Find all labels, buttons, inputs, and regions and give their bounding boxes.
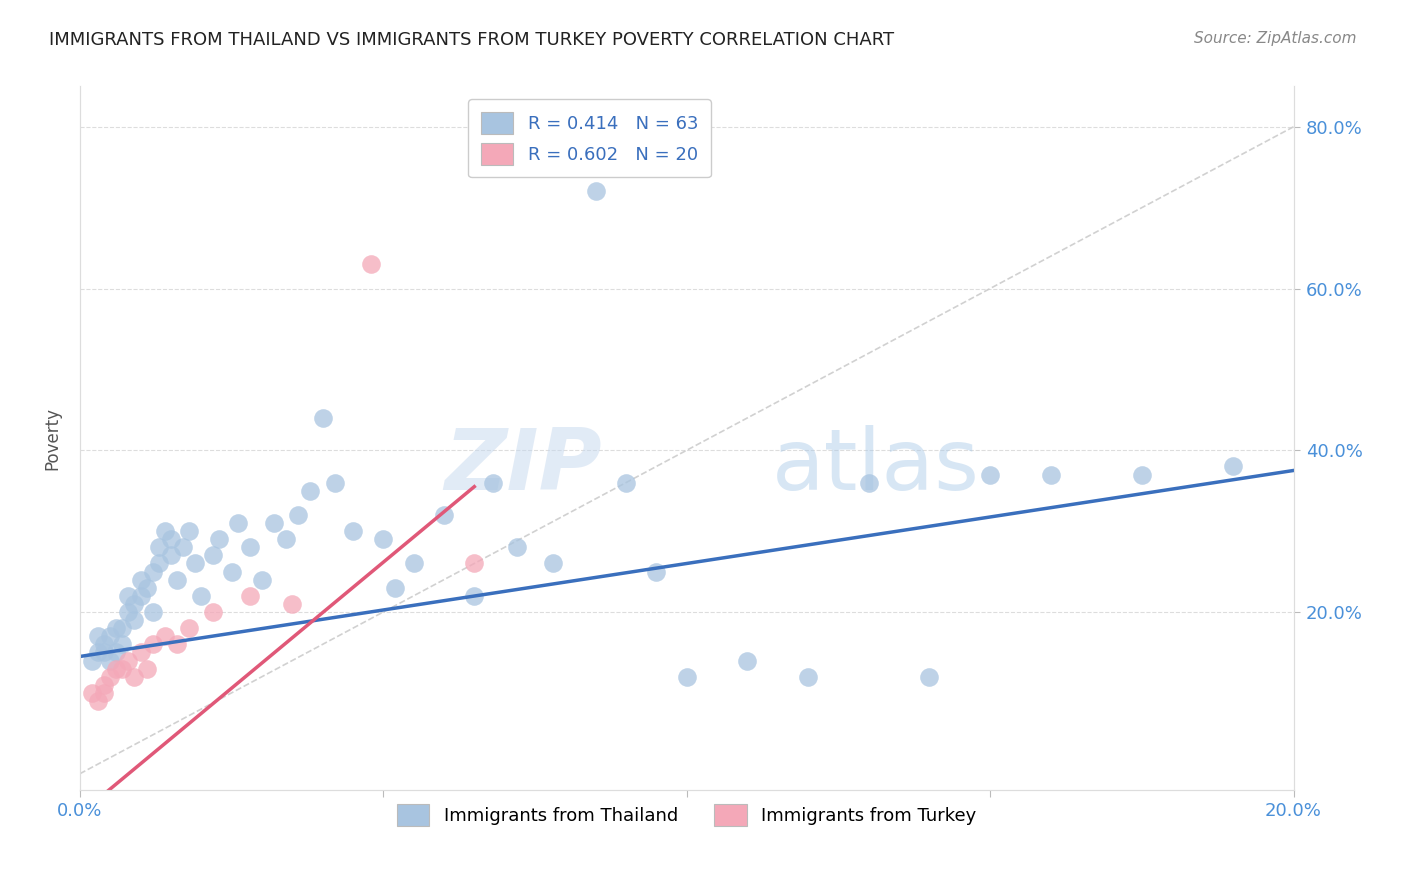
Point [858, 475, 880, 490]
Point [276, 533, 298, 547]
Point [184, 557, 207, 571]
Point [153, 524, 176, 538]
Point [135, 581, 157, 595]
Legend: Immigrants from Thailand, Immigrants from Turkey: Immigrants from Thailand, Immigrants fro… [389, 797, 984, 834]
Point [129, 589, 152, 603]
Point [117, 589, 139, 603]
Point [98, 653, 121, 667]
Point [93, 678, 115, 692]
Point [93, 637, 115, 651]
Point [541, 557, 564, 571]
Point [585, 185, 607, 199]
Point [142, 605, 165, 619]
Point [153, 629, 176, 643]
Point [129, 645, 152, 659]
Point [80, 653, 103, 667]
Point [98, 629, 121, 643]
Point [105, 645, 128, 659]
Point [87, 645, 110, 659]
Point [124, 597, 146, 611]
Point [93, 645, 115, 659]
Point [98, 670, 121, 684]
Point [111, 662, 134, 676]
Point [142, 637, 165, 651]
Point [239, 589, 262, 603]
Point [433, 508, 456, 522]
Point [323, 475, 346, 490]
Point [124, 613, 146, 627]
Point [226, 516, 249, 530]
Point [160, 533, 183, 547]
Point [117, 605, 139, 619]
Text: atlas: atlas [772, 425, 980, 508]
Point [124, 670, 146, 684]
Point [148, 557, 170, 571]
Y-axis label: Poverty: Poverty [44, 407, 60, 469]
Point [117, 653, 139, 667]
Point [360, 257, 382, 271]
Point [148, 541, 170, 555]
Point [797, 670, 820, 684]
Point [93, 686, 115, 700]
Point [1039, 467, 1062, 482]
Point [979, 467, 1001, 482]
Point [737, 653, 759, 667]
Point [135, 662, 157, 676]
Point [506, 541, 529, 555]
Text: IMMIGRANTS FROM THAILAND VS IMMIGRANTS FROM TURKEY POVERTY CORRELATION CHART: IMMIGRANTS FROM THAILAND VS IMMIGRANTS F… [49, 31, 894, 49]
Point [166, 573, 188, 587]
Point [481, 475, 503, 490]
Point [463, 589, 485, 603]
Text: Source: ZipAtlas.com: Source: ZipAtlas.com [1194, 31, 1357, 46]
Point [221, 565, 243, 579]
Point [675, 670, 697, 684]
Point [250, 573, 273, 587]
Point [311, 411, 333, 425]
Point [281, 597, 304, 611]
Point [142, 565, 165, 579]
Point [1222, 459, 1244, 474]
Point [384, 581, 406, 595]
Point [111, 637, 134, 651]
Point [166, 637, 188, 651]
Point [463, 557, 485, 571]
Point [105, 662, 128, 676]
Point [80, 686, 103, 700]
Point [263, 516, 285, 530]
Point [239, 541, 262, 555]
Text: ZIP: ZIP [444, 425, 602, 508]
Point [918, 670, 941, 684]
Point [105, 621, 128, 635]
Point [172, 541, 194, 555]
Point [299, 483, 322, 498]
Point [614, 475, 637, 490]
Point [373, 533, 395, 547]
Point [177, 621, 200, 635]
Point [202, 605, 225, 619]
Point [160, 549, 183, 563]
Point [208, 533, 231, 547]
Point [202, 549, 225, 563]
Point [645, 565, 668, 579]
Point [402, 557, 425, 571]
Point [1130, 467, 1153, 482]
Point [190, 589, 212, 603]
Point [129, 573, 152, 587]
Point [177, 524, 200, 538]
Point [287, 508, 309, 522]
Point [342, 524, 364, 538]
Point [87, 629, 110, 643]
Point [111, 621, 134, 635]
Point [87, 694, 110, 708]
